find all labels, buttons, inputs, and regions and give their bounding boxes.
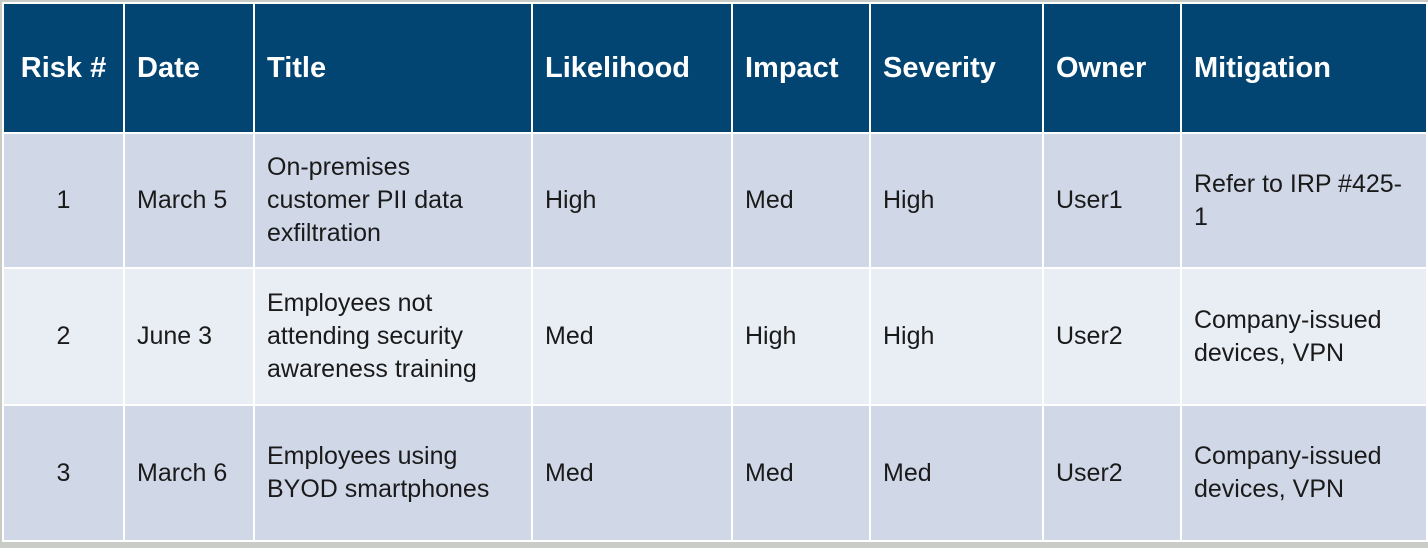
header-title: Title [253,2,533,134]
header-severity: Severity [869,2,1044,134]
cell-severity: Med [869,404,1044,542]
cell-impact: High [731,267,871,406]
cell-mitigation: Refer to IRP #425-1 [1180,132,1428,269]
table-row: 1 March 5 On-premises customer PII data … [2,132,1428,269]
table-header: Risk # Date Title Likelihood Impact Seve… [2,2,1428,134]
header-risk-number: Risk # [2,2,125,134]
cell-likelihood: High [531,132,733,269]
header-likelihood: Likelihood [531,2,733,134]
cell-owner: User2 [1042,267,1182,406]
cell-likelihood: Med [531,267,733,406]
table-row: 3 March 6 Employees using BYOD smartphon… [2,404,1428,542]
cell-date: March 5 [123,132,255,269]
header-date: Date [123,2,255,134]
cell-impact: Med [731,132,871,269]
cell-risk-number: 2 [2,267,125,406]
cell-title: Employees not attending security awarene… [253,267,533,406]
cell-title: Employees using BYOD smartphones [253,404,533,542]
cell-date: March 6 [123,404,255,542]
cell-title: On-premises customer PII data exfiltrati… [253,132,533,269]
header-owner: Owner [1042,2,1182,134]
cell-risk-number: 1 [2,132,125,269]
cell-likelihood: Med [531,404,733,542]
header-row: Risk # Date Title Likelihood Impact Seve… [2,2,1428,134]
cell-owner: User2 [1042,404,1182,542]
header-mitigation: Mitigation [1180,2,1428,134]
cell-risk-number: 3 [2,404,125,542]
cell-owner: User1 [1042,132,1182,269]
cell-mitigation: Company-issued devices, VPN [1180,267,1428,406]
cell-impact: Med [731,404,871,542]
cell-date: June 3 [123,267,255,406]
table-row: 2 June 3 Employees not attending securit… [2,267,1428,406]
header-impact: Impact [731,2,871,134]
cell-mitigation: Company-issued devices, VPN [1180,404,1428,542]
cell-severity: High [869,267,1044,406]
table-body: 1 March 5 On-premises customer PII data … [2,132,1428,542]
cell-severity: High [869,132,1044,269]
